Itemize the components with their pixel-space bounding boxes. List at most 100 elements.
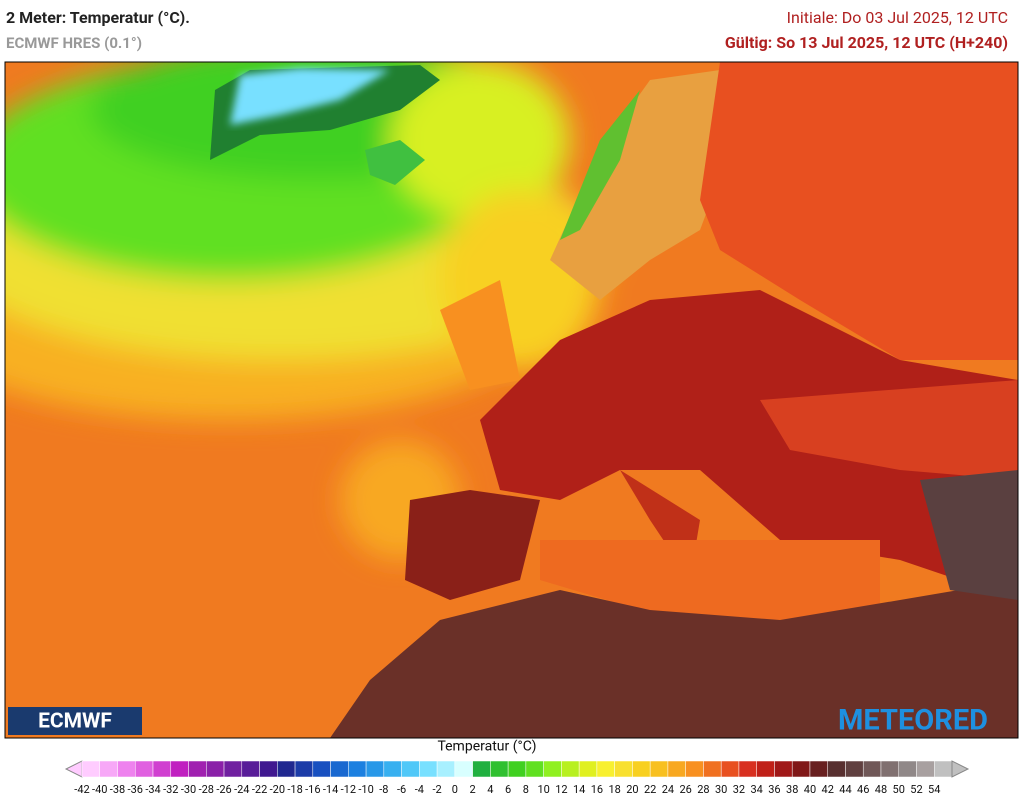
colorbar-cell	[206, 760, 225, 778]
colorbar-cell	[649, 760, 669, 778]
colorbar-cell	[809, 760, 828, 778]
colorbar-label: 22	[644, 783, 656, 796]
meteored-logo: METEORED	[838, 704, 988, 738]
init-time: Initiale: Do 03 Jul 2025, 12 UTC	[787, 8, 1008, 27]
colorbar-label: 8	[523, 783, 529, 796]
map-title: 2 Meter: Temperatur (°C).	[6, 8, 190, 27]
model-name: ECMWF HRES (0.1°)	[6, 34, 142, 52]
colorbar-label: -28	[199, 783, 214, 796]
colorbar-label: 54	[928, 783, 940, 796]
colorbar-label: 20	[626, 783, 638, 796]
colorbar-title: Temperatur (°C)	[437, 739, 536, 755]
britain	[440, 280, 520, 390]
colorbar-label: 10	[537, 783, 549, 796]
colorbar-cell	[614, 760, 633, 778]
colorbar-label: 36	[768, 783, 780, 796]
central-europe	[480, 290, 1018, 600]
colorbar-label: 30	[715, 783, 727, 796]
colorbar-label: 2	[470, 783, 476, 796]
colorbar-cell	[490, 760, 509, 778]
colorbar-label: 48	[875, 783, 887, 796]
colorbar-cell	[774, 760, 793, 778]
colorbar-label: -18	[287, 783, 302, 796]
colorbar-cell	[401, 760, 420, 778]
colorbar-cell	[419, 760, 438, 778]
colorbar-label: -12	[341, 783, 356, 796]
colorbar-label: 0	[452, 783, 458, 796]
colorbar-cell	[348, 760, 367, 778]
iceland	[365, 140, 425, 185]
colorbar-cell	[365, 760, 385, 778]
colorbar-cell	[312, 760, 331, 778]
colorbar-cell	[170, 760, 189, 778]
iberia	[405, 490, 540, 600]
colorbar-cell	[596, 760, 615, 778]
colorbar-cell	[862, 760, 882, 778]
colorbar-label: -4	[415, 783, 424, 796]
colorbar-label: -14	[323, 783, 338, 796]
turkey	[760, 380, 1018, 480]
colorbar-cell	[720, 760, 740, 778]
middle-east	[920, 470, 1018, 600]
colorbar-cell	[756, 760, 775, 778]
colorbar-label: 26	[679, 783, 691, 796]
greenland-ice	[230, 68, 390, 125]
colorbar-cell	[188, 760, 207, 778]
mediterranean	[540, 540, 880, 620]
colorbar-label: -38	[110, 783, 125, 796]
norway-coast	[560, 90, 640, 240]
east-europe	[700, 62, 1018, 360]
colorbar-label: -30	[181, 783, 196, 796]
colorbar-cell	[703, 760, 722, 778]
colorbar-label: 32	[733, 783, 745, 796]
colorbar-label: -34	[145, 783, 160, 796]
colorbar-cell	[454, 760, 473, 778]
colorbar-cell	[561, 760, 580, 778]
colorbar-cell	[632, 760, 651, 778]
colorbar-cell	[152, 760, 172, 778]
colorbar-cell	[383, 760, 402, 778]
scandinavia	[550, 70, 730, 300]
colorbar-label: 40	[804, 783, 816, 796]
colorbar-cell	[436, 760, 456, 778]
colorbar-cell	[507, 760, 527, 778]
colorbar-label: 52	[910, 783, 922, 796]
colorbar-cell	[117, 760, 136, 778]
colorbar-label: 44	[839, 783, 851, 796]
colorbar-label: -24	[234, 783, 249, 796]
colorbar-cell	[880, 760, 899, 778]
colorbar-label: -40	[92, 783, 107, 796]
colorbar-label: -8	[379, 783, 388, 796]
colorbar-label: 4	[487, 783, 493, 796]
colorbar-cell	[827, 760, 846, 778]
colorbar-cell	[845, 760, 864, 778]
colorbar-arrow-left	[64, 760, 83, 778]
colorbar-cell	[578, 760, 598, 778]
map	[5, 62, 1018, 738]
valid-time: Gültig: So 13 Jul 2025, 12 UTC (H+240)	[725, 33, 1008, 52]
colorbar-cell	[241, 760, 260, 778]
colorbar-label: 28	[697, 783, 709, 796]
map-frame	[4, 61, 1019, 739]
colorbar-label: 50	[893, 783, 905, 796]
colorbar-label: -20	[270, 783, 285, 796]
colorbar-label: 16	[591, 783, 603, 796]
colorbar-label: -6	[397, 783, 406, 796]
colorbar-label: -10	[358, 783, 373, 796]
colorbar-cell	[99, 760, 118, 778]
colorbar-arrow-right	[951, 760, 970, 778]
colorbar-label: -22	[252, 783, 267, 796]
north-africa	[330, 580, 1018, 738]
colorbar-label: -26	[216, 783, 231, 796]
colorbar-label: 46	[857, 783, 869, 796]
colorbar-cell	[933, 760, 953, 778]
colorbar-cell	[294, 760, 314, 778]
colorbar-label: 18	[608, 783, 620, 796]
colorbar-label: 38	[786, 783, 798, 796]
colorbar-label: 6	[505, 783, 511, 796]
colorbar-label: 42	[822, 783, 834, 796]
colorbar-cell	[791, 760, 811, 778]
colorbar-cell	[135, 760, 154, 778]
